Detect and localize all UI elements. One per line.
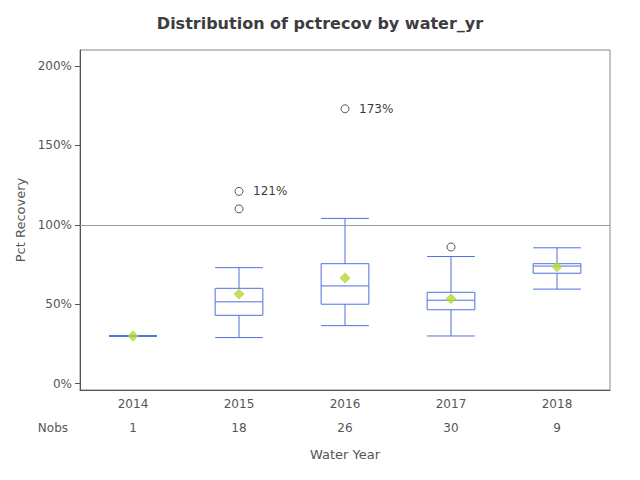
- svg-text:50%: 50%: [45, 297, 72, 311]
- svg-text:18: 18: [231, 421, 246, 435]
- svg-text:121%: 121%: [253, 184, 287, 198]
- svg-text:2018: 2018: [542, 397, 573, 411]
- svg-text:26: 26: [337, 421, 352, 435]
- svg-text:200%: 200%: [38, 59, 72, 73]
- svg-text:1: 1: [129, 421, 137, 435]
- svg-text:Distribution of pctrecov by wa: Distribution of pctrecov by water_yr: [157, 14, 483, 33]
- svg-text:100%: 100%: [38, 218, 72, 232]
- svg-text:2016: 2016: [330, 397, 361, 411]
- svg-text:9: 9: [553, 421, 561, 435]
- svg-text:30: 30: [443, 421, 458, 435]
- svg-text:Nobs: Nobs: [38, 421, 68, 435]
- svg-text:2015: 2015: [224, 397, 255, 411]
- svg-text:150%: 150%: [38, 138, 72, 152]
- svg-text:2014: 2014: [118, 397, 149, 411]
- svg-text:Pct Recovery: Pct Recovery: [13, 177, 28, 262]
- svg-text:2017: 2017: [436, 397, 467, 411]
- svg-text:Water Year: Water Year: [310, 447, 381, 462]
- svg-text:173%: 173%: [359, 102, 393, 116]
- svg-text:0%: 0%: [53, 377, 72, 391]
